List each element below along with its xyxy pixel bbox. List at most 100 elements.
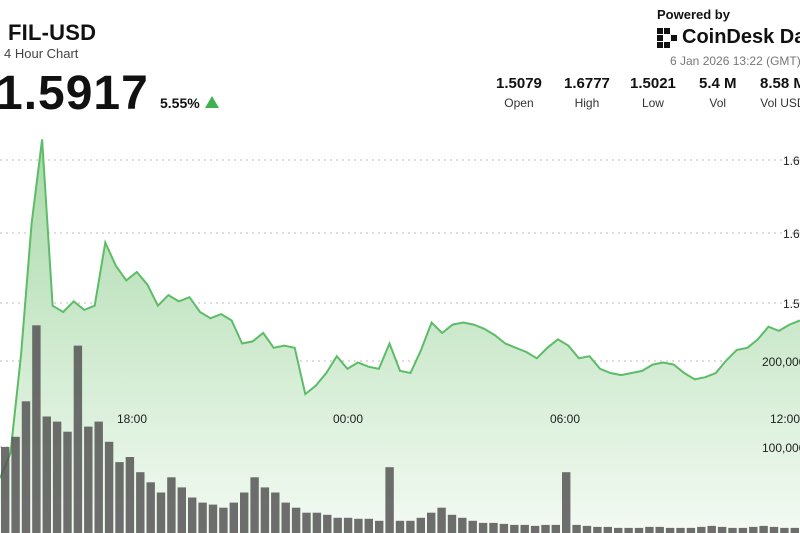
x-tick-label: 18:00 [117, 412, 147, 426]
volume-bar [104, 441, 114, 533]
volume-bar [645, 526, 654, 533]
volume-bar [208, 504, 218, 533]
stat-value: 8.58 M [760, 75, 800, 92]
stat-label: Vol USD [760, 96, 800, 110]
volume-bar [395, 520, 405, 533]
y-tick-label: 1.6 [783, 227, 800, 241]
volume-bar [624, 527, 633, 533]
x-tick-label: 12:00 [770, 412, 800, 426]
volume-tick-label: 100,000 [762, 441, 800, 455]
volume-bar [603, 526, 612, 533]
volume-bar [250, 477, 259, 533]
triangle-up-icon [205, 96, 219, 108]
volume-bar [759, 525, 768, 533]
powered-by-label: Powered by [657, 7, 730, 22]
volume-bar [749, 526, 758, 533]
volume-bar [32, 325, 41, 533]
volume-bar [665, 527, 675, 533]
stat-value: 1.5079 [496, 75, 542, 92]
price-change: 5.55% [160, 95, 200, 111]
stat-low: 1.5021 Low [630, 75, 676, 110]
volume-bar [125, 457, 135, 533]
volume-bar [562, 472, 571, 533]
volume-bar [281, 502, 290, 533]
price-area [0, 139, 800, 533]
volume-bar [634, 527, 644, 533]
volume-bar [458, 517, 467, 533]
volume-bar [686, 527, 696, 533]
volume-bar [21, 401, 31, 533]
volume-bar [541, 524, 550, 533]
volume-bar [333, 517, 342, 533]
volume-bar [738, 527, 748, 533]
volume-bar [427, 512, 436, 533]
volume-bar [343, 517, 353, 533]
volume-bar [364, 518, 373, 533]
chart-subtitle: 4 Hour Chart [4, 46, 79, 61]
stat-label: Low [641, 96, 664, 110]
volume-bar [676, 527, 685, 533]
volume-bar [52, 421, 62, 533]
volume-bar [136, 472, 145, 533]
volume-bar [499, 523, 509, 533]
volume-bar [73, 345, 83, 533]
volume-bar [156, 492, 166, 533]
brand-name: CoinDesk Data [682, 26, 800, 48]
volume-bar [354, 518, 363, 533]
volume-bar [260, 487, 270, 533]
volume-bar [520, 524, 529, 533]
volume-bar [385, 467, 394, 533]
stat-label: Vol [709, 96, 727, 110]
coindesk-logo-icon [657, 27, 677, 48]
y-tick-label: 1.6 [783, 154, 800, 168]
volume-bar [229, 502, 238, 533]
stat-value: 1.6777 [564, 75, 610, 92]
volume-tick-label: 200,000 [762, 355, 800, 369]
volume-bar [447, 514, 457, 533]
stat-vol: 5.4 M Vol [699, 75, 737, 110]
volume-bar [84, 426, 93, 533]
volume-bar [655, 526, 664, 533]
stat-value: 1.5021 [630, 75, 676, 92]
volume-bar [468, 520, 477, 533]
volume-bar [177, 487, 186, 533]
volume-bar [780, 527, 789, 533]
volume-bar [437, 507, 446, 533]
stat-vol-usd: 8.58 M Vol USD [760, 75, 800, 110]
volume-bar [42, 416, 51, 533]
stat-open: 1.5079 Open [496, 75, 542, 110]
volume-bar [1, 446, 10, 533]
volume-bar [271, 492, 280, 533]
chart-title: FIL-USD [8, 20, 97, 45]
volume-bar [167, 477, 176, 533]
volume-bar [219, 507, 228, 533]
volume-bar [302, 512, 311, 533]
volume-bar [188, 497, 197, 533]
volume-bar [63, 431, 72, 533]
stat-label: Open [504, 96, 534, 110]
volume-bar [510, 524, 519, 533]
x-tick-label: 00:00 [333, 412, 363, 426]
volume-bar [146, 482, 155, 533]
volume-bar [728, 527, 737, 533]
price-line [0, 139, 800, 479]
volume-bar [717, 526, 727, 533]
volume-bar [312, 512, 322, 533]
volume-bar [478, 522, 488, 533]
volume-bar [489, 522, 498, 533]
volume-bar [593, 526, 602, 533]
volume-bar [323, 514, 332, 533]
stat-high: 1.6777 High [564, 75, 610, 110]
volume-bar [530, 525, 540, 533]
volume-bar [582, 525, 592, 533]
y-tick-label: 1.5 [783, 297, 800, 311]
x-tick-label: 06:00 [550, 412, 580, 426]
coindesk-logo: CoinDesk Data [657, 26, 800, 49]
volume-bar [406, 520, 415, 533]
volume-bar [790, 527, 799, 533]
volume-bar [416, 517, 425, 533]
volume-bar [198, 502, 207, 533]
volume-bar [572, 524, 581, 533]
volume-bar [240, 492, 249, 533]
volume-bar [375, 520, 384, 533]
